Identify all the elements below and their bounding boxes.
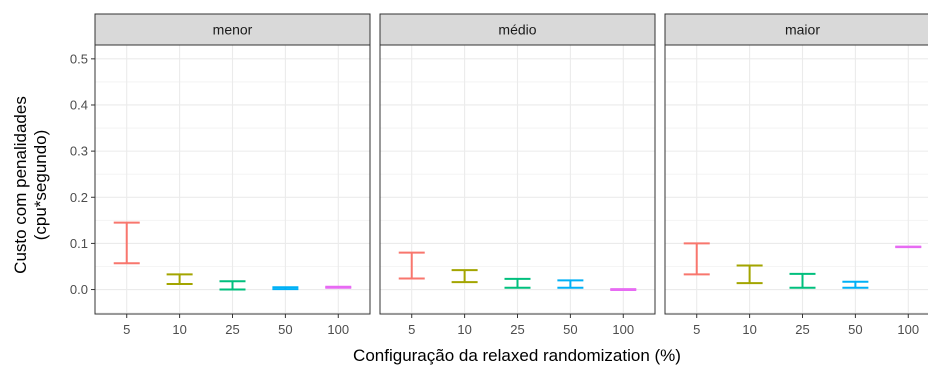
y-axis-title-line-1: Custo com penalidades [11,96,30,274]
facet-panel-1: menor 5 10 25 50 100 [94,13,371,337]
x-tick-label: 25 [510,322,524,337]
errorbar-maior-5 [683,242,710,276]
x-tick-label: 50 [848,322,862,337]
x-axis-title: Configuração da relaxed randomization (%… [353,346,681,365]
x-tick-label: 50 [278,322,292,337]
errorbar-menor-50 [272,286,299,291]
errorbar-médio-25 [504,277,531,289]
x-tick-label: 100 [897,322,919,337]
errorbar-médio-50 [557,279,584,289]
x-tick-label: 50 [563,322,577,337]
errorbar-médio-5 [398,251,425,280]
x-tick-label: 100 [612,322,634,337]
x-tick-label: 10 [172,322,186,337]
errorbar-médio-10 [451,269,478,284]
errorbar-médio-100 [610,288,637,292]
y-axis-ticks: 0.0 0.1 0.2 0.3 0.4 0.5 [70,51,95,297]
y-tick-label: 0.1 [70,236,88,251]
facet-panels: menor 5 10 25 50 100 médio 5 10 25 50 100 maior 5 10 25… [94,13,928,337]
x-tick-label: 25 [225,322,239,337]
panel-background [665,45,928,314]
x-tick-label: 100 [327,322,349,337]
errorbar-maior-50 [842,280,869,289]
errorbar-menor-10 [166,273,193,286]
x-tick-label: 10 [457,322,471,337]
errorbar-menor-25 [219,280,246,291]
x-tick-label: 5 [408,322,415,337]
y-tick-label: 0.3 [70,144,88,159]
errorbar-maior-25 [789,272,816,289]
facet-strip [379,13,656,46]
x-tick-label: 25 [795,322,809,337]
errorbar-menor-100 [325,285,352,289]
y-tick-label: 0.4 [70,97,88,112]
facet-strip-label: menor [213,22,253,38]
facet-strip-label: maior [785,22,820,38]
x-tick-label: 5 [123,322,130,337]
facet-strip-label: médio [498,22,536,38]
y-tick-label: 0.5 [70,51,88,66]
errorbar-menor-5 [113,221,140,265]
x-tick-label: 5 [693,322,700,337]
facet-panel-3: maior 5 10 25 50 100 [664,13,928,337]
facet-strip [664,13,928,46]
y-tick-label: 0.0 [70,282,88,297]
facet-panel-2: médio 5 10 25 50 100 [379,13,656,337]
x-tick-label: 10 [742,322,756,337]
facet-strip [94,13,371,46]
y-axis-title: Custo com penalidades (cpu*segundo) [11,96,50,274]
errorbar-maior-10 [736,264,763,285]
y-tick-label: 0.2 [70,190,88,205]
y-axis-title-line-2: (cpu*segundo) [31,130,50,241]
